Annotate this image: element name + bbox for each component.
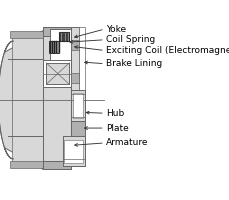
Polygon shape: [0, 31, 43, 169]
Text: Exciting Coil (Electromagnet): Exciting Coil (Electromagnet): [105, 46, 229, 55]
Text: Plate: Plate: [105, 124, 128, 133]
Bar: [71, 121, 85, 136]
Text: Coil Spring: Coil Spring: [105, 35, 154, 44]
Bar: [64, 140, 83, 163]
Bar: [71, 40, 79, 50]
Bar: [43, 27, 71, 36]
Bar: [72, 93, 83, 118]
Bar: [10, 31, 43, 38]
Bar: [10, 161, 43, 168]
Bar: [71, 73, 79, 83]
Bar: [71, 27, 79, 166]
Text: Hub: Hub: [105, 109, 123, 118]
Bar: [79, 27, 85, 166]
Bar: [58, 32, 69, 41]
Bar: [12, 37, 43, 163]
Bar: [43, 60, 71, 87]
Text: Brake Lining: Brake Lining: [105, 59, 161, 68]
Bar: [43, 27, 71, 169]
Text: Armature: Armature: [105, 138, 147, 147]
Bar: [49, 29, 71, 62]
Bar: [71, 90, 85, 121]
Text: Yoke: Yoke: [105, 25, 125, 34]
Bar: [46, 63, 69, 84]
Bar: [43, 161, 71, 169]
Bar: [63, 136, 85, 166]
Bar: [49, 41, 59, 53]
